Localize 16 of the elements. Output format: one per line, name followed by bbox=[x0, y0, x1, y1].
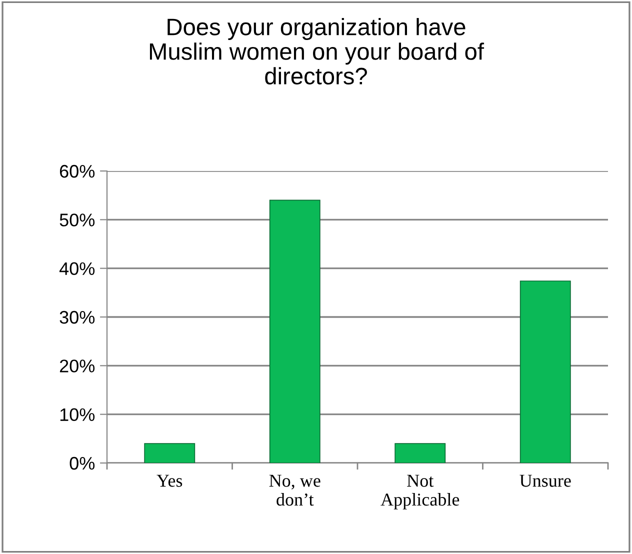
x-tick-label: Yes bbox=[156, 474, 182, 487]
y-tick-label: 0% bbox=[70, 456, 95, 470]
bar bbox=[269, 200, 320, 463]
x-tick-label: Unsure bbox=[520, 474, 571, 487]
y-tick-label: 60% bbox=[60, 164, 95, 178]
y-tick-label: 20% bbox=[60, 360, 95, 372]
bar bbox=[394, 443, 446, 463]
bar bbox=[520, 280, 571, 463]
x-tick-label: Not Applicable bbox=[380, 474, 460, 510]
x-tick-label: No, we don’t bbox=[269, 474, 320, 506]
chart-title: Does your organization have Muslim women on your board of directors? bbox=[150, 18, 484, 84]
bar bbox=[144, 443, 196, 463]
y-tick-label: 50% bbox=[60, 214, 95, 226]
y-tick-label: 10% bbox=[60, 408, 95, 422]
y-tick-label: 40% bbox=[59, 262, 95, 276]
y-tick-label: 30% bbox=[60, 310, 95, 324]
